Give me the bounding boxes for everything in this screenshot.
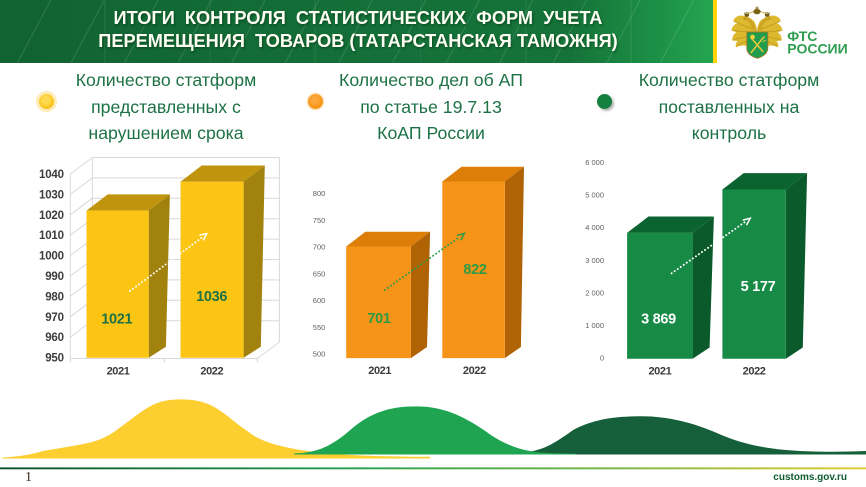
svg-text:1030: 1030 <box>39 189 64 201</box>
svg-text:600: 600 <box>313 296 326 305</box>
svg-text:6 000: 6 000 <box>585 158 604 167</box>
svg-text:1040: 1040 <box>39 169 64 181</box>
svg-text:3 869: 3 869 <box>641 312 676 328</box>
svg-text:822: 822 <box>463 262 487 278</box>
svg-text:1000: 1000 <box>39 251 64 263</box>
svg-text:800: 800 <box>313 189 326 198</box>
svg-text:960: 960 <box>45 332 64 344</box>
svg-text:650: 650 <box>313 269 326 278</box>
svg-text:980: 980 <box>45 291 64 303</box>
svg-text:0: 0 <box>600 354 604 363</box>
svg-text:5 177: 5 177 <box>741 279 776 295</box>
svg-text:1020: 1020 <box>39 210 64 222</box>
svg-text:ФТС: ФТС <box>787 28 817 44</box>
svg-text:950: 950 <box>45 353 64 365</box>
svg-text:5 000: 5 000 <box>585 191 604 200</box>
svg-text:2 000: 2 000 <box>585 288 604 297</box>
svg-text:4 000: 4 000 <box>585 223 604 232</box>
svg-text:2021: 2021 <box>648 366 671 378</box>
svg-text:1010: 1010 <box>39 230 64 242</box>
svg-text:3 000: 3 000 <box>585 256 604 265</box>
svg-text:700: 700 <box>313 243 326 252</box>
svg-text:500: 500 <box>313 350 326 359</box>
svg-text:2021: 2021 <box>368 365 391 377</box>
svg-text:701: 701 <box>367 311 391 327</box>
svg-text:2022: 2022 <box>200 366 223 378</box>
svg-text:2022: 2022 <box>463 365 486 377</box>
svg-text:1 000: 1 000 <box>585 321 604 330</box>
svg-text:550: 550 <box>313 323 326 332</box>
svg-text:1036: 1036 <box>196 289 227 305</box>
svg-text:1021: 1021 <box>101 312 132 328</box>
svg-text:990: 990 <box>45 271 64 283</box>
svg-text:2021: 2021 <box>107 366 130 378</box>
svg-text:РОССИИ: РОССИИ <box>787 41 847 57</box>
svg-text:970: 970 <box>45 312 64 324</box>
svg-text:2022: 2022 <box>743 366 766 378</box>
svg-text:750: 750 <box>313 216 326 225</box>
